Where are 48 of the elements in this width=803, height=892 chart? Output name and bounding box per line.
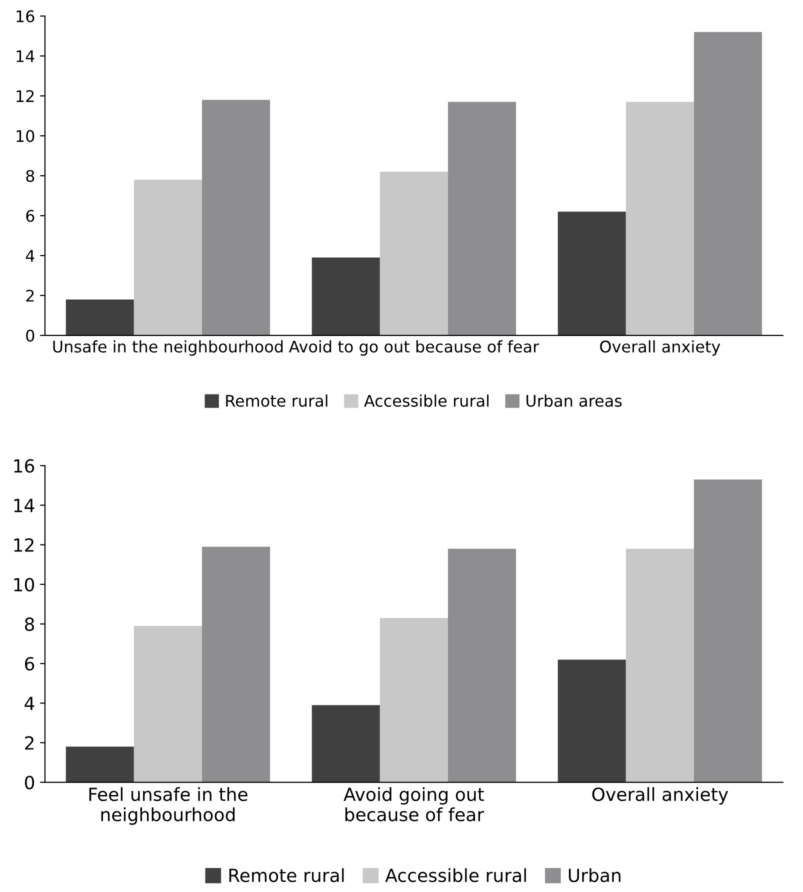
y-tick-label: 8: [26, 170, 34, 182]
legend-label: Urban areas: [526, 394, 622, 407]
x-tick-label: Overall anxiety: [592, 787, 728, 805]
y-tick-label: 0: [26, 330, 34, 342]
y-tick-label: 16: [14, 459, 34, 473]
bar: [312, 705, 380, 782]
bar: [626, 548, 694, 782]
legend-label: Accessible rural: [385, 868, 526, 882]
bar: [134, 626, 202, 782]
bar: [558, 212, 626, 336]
bar: [380, 618, 448, 782]
y-tick-label: 14: [14, 498, 34, 512]
bar: [448, 102, 516, 336]
x-tick-label: Feel unsafe in the neighbourhood: [89, 787, 248, 825]
bar: [202, 100, 270, 336]
bar: [694, 32, 762, 336]
x-tick-label: Avoid going out because of fear: [344, 787, 484, 822]
y-tick-label: 12: [14, 538, 34, 552]
y-tick-label: 2: [25, 736, 34, 750]
bar: [380, 172, 448, 336]
bar: [694, 479, 762, 782]
bar: [312, 258, 380, 336]
bar: [66, 299, 134, 336]
legend-label: Accessible rural: [364, 394, 489, 407]
bar: [626, 102, 694, 336]
bar: [558, 660, 626, 782]
y-tick-label: 16: [16, 10, 34, 22]
y-tick-label: 12: [16, 90, 34, 102]
y-tick-label: 8: [24, 617, 34, 632]
x-tick-label: Unsafe in the neighbourhood: [53, 340, 283, 356]
legend-label: Remote rural: [229, 868, 344, 882]
bar: [66, 746, 134, 782]
y-tick-label: 10: [14, 578, 34, 592]
y-tick-label: 4: [26, 250, 34, 262]
bar: [448, 548, 516, 782]
bar: [134, 180, 202, 336]
y-tick-label: 0: [24, 776, 34, 790]
y-tick-label: 6: [25, 656, 34, 671]
bar: [202, 546, 270, 782]
x-tick-label: Overall anxiety: [600, 340, 720, 356]
y-tick-label: 10: [16, 130, 34, 142]
legend-label: Urban: [568, 868, 620, 882]
x-tick-label: Avoid to go out because of fear: [288, 340, 540, 356]
y-tick-label: 6: [26, 210, 34, 222]
legend-label: Remote rural: [226, 394, 328, 407]
y-tick-label: 14: [16, 50, 34, 62]
y-tick-label: 4: [24, 696, 34, 710]
y-tick-label: 2: [26, 290, 34, 302]
